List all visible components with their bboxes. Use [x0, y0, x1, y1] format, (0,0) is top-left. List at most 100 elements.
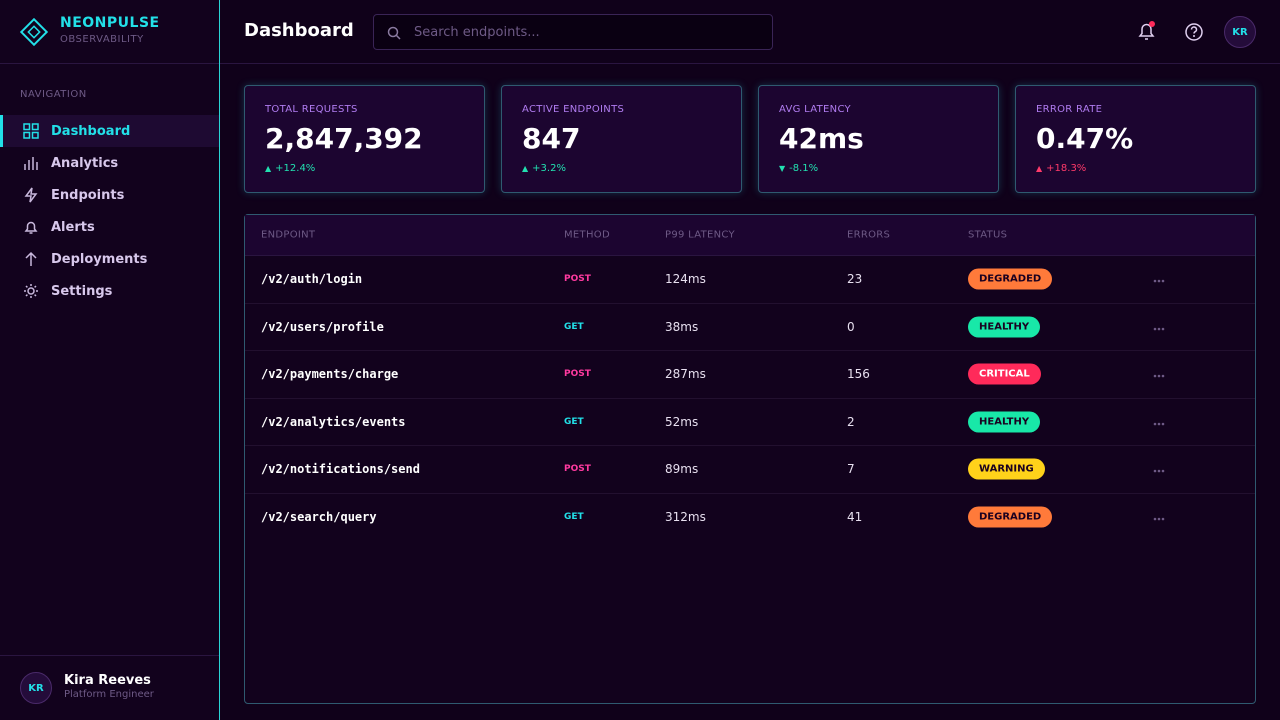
column-header: ENDPOINT: [261, 229, 316, 241]
status-badge: CRITICAL: [968, 363, 1041, 385]
icon: [25, 251, 37, 266]
latency: 89ms: [665, 462, 699, 477]
stat-change-row: ▲ +18.3%: [1036, 163, 1087, 174]
nav-item[interactable]: Analytics: [0, 147, 219, 179]
icon: [23, 123, 39, 139]
brand-tagline: OBSERVABILITY: [60, 34, 144, 45]
nav-label: Endpoints: [51, 187, 125, 203]
method: GET: [564, 416, 584, 427]
icon: [24, 157, 38, 170]
help-button[interactable]: [1184, 20, 1204, 42]
endpoint-path: /v2/analytics/events: [261, 414, 406, 429]
stat-value: 2,847,392: [265, 122, 423, 155]
header: Dashboard Search endpoints... KR: [220, 0, 1280, 64]
stat-label: AVG LATENCY: [779, 104, 851, 115]
icon: [24, 187, 38, 203]
latency: 52ms: [665, 414, 699, 429]
row-actions[interactable]: [1153, 367, 1165, 381]
stat-change: +3.2%: [532, 163, 566, 174]
method: POST: [564, 274, 591, 285]
stat-change: +12.4%: [275, 163, 316, 174]
nav-heading: NAVIGATION: [20, 89, 87, 100]
nav-label: Alerts: [51, 219, 95, 235]
search-icon: [387, 26, 401, 40]
icon: [24, 221, 38, 234]
notifications-button[interactable]: [1137, 20, 1157, 42]
nav-label: Dashboard: [51, 123, 131, 139]
stat-change: +18.3%: [1046, 163, 1087, 174]
status-badge: WARNING: [968, 458, 1045, 480]
nav-item[interactable]: Dashboard: [0, 115, 219, 147]
column-header: METHOD: [564, 229, 610, 241]
user-role: Platform Engineer: [64, 689, 154, 700]
endpoint-path: /v2/auth/login: [261, 272, 363, 287]
nav: Dashboard Analytics Endpoints Alerts Dep…: [0, 115, 219, 307]
endpoints-table: ENDPOINT METHOD P99 LATENCY ERRORS STATUS /v…: [244, 214, 1256, 704]
method: GET: [564, 512, 584, 523]
errors: 7: [847, 462, 855, 477]
stat-change-row: ▼ -8.1%: [779, 163, 819, 174]
header-avatar[interactable]: KR: [1224, 16, 1256, 48]
row-actions[interactable]: [1153, 272, 1165, 286]
method: GET: [564, 321, 584, 332]
stat-card: ACTIVE ENDPOINTS 847 ▲ +3.2%: [501, 85, 742, 193]
endpoint-path: /v2/payments/charge: [261, 367, 399, 382]
latency: 124ms: [665, 272, 706, 287]
nav-item[interactable]: Deployments: [0, 243, 219, 275]
stat-label: ACTIVE ENDPOINTS: [522, 104, 625, 115]
errors: 41: [847, 510, 863, 525]
search-placeholder: Search endpoints...: [414, 25, 540, 40]
table-header: ENDPOINT METHOD P99 LATENCY ERRORS STATUS: [245, 215, 1255, 256]
user-name: Kira Reeves: [64, 673, 151, 688]
errors: 0: [847, 319, 855, 334]
latency: 38ms: [665, 319, 699, 334]
stat-change: -8.1%: [789, 163, 819, 174]
nav-item[interactable]: Alerts: [0, 211, 219, 243]
table-body: /v2/auth/login POST 124ms 23 DEGRADED/v2/use…: [245, 256, 1255, 541]
row-actions[interactable]: [1153, 510, 1165, 524]
stat-card: ERROR RATE 0.47% ▲ +18.3%: [1015, 85, 1256, 193]
stat-change-row: ▲ +12.4%: [265, 163, 316, 174]
nav-label: Analytics: [51, 155, 119, 171]
nav-label: Settings: [51, 283, 113, 299]
sidebar: NEONPULSE OBSERVABILITY NAVIGATION Dashb…: [0, 0, 220, 720]
endpoint-path: /v2/users/profile: [261, 319, 384, 334]
nav-item[interactable]: Settings: [0, 275, 219, 307]
table-row[interactable]: /v2/payments/charge POST 287ms 156 CRITICAL: [245, 351, 1255, 399]
column-header: STATUS: [968, 229, 1008, 241]
table-row[interactable]: /v2/search/query GET 312ms 41 DEGRADED: [245, 494, 1255, 542]
column-header: ERRORS: [847, 229, 891, 241]
row-actions[interactable]: [1153, 415, 1165, 429]
stat-label: ERROR RATE: [1036, 104, 1103, 115]
stat-label: TOTAL REQUESTS: [265, 104, 358, 115]
table-row[interactable]: /v2/notifications/send POST 89ms 7 WARNING: [245, 446, 1255, 494]
table-row[interactable]: /v2/analytics/events GET 52ms 2 HEALTHY: [245, 399, 1255, 446]
row-actions[interactable]: [1153, 462, 1165, 476]
user-panel[interactable]: KR Kira Reeves Platform Engineer: [0, 655, 219, 720]
status-badge: DEGRADED: [968, 268, 1053, 290]
nav-label: Deployments: [51, 251, 148, 267]
errors: 156: [847, 367, 870, 382]
stat-value: 0.47%: [1036, 122, 1134, 155]
status-badge: HEALTHY: [968, 411, 1041, 433]
user-avatar: KR: [20, 672, 52, 704]
stat-card: AVG LATENCY 42ms ▼ -8.1%: [758, 85, 999, 193]
latency: 312ms: [665, 510, 706, 525]
endpoint-path: /v2/notifications/send: [261, 462, 420, 477]
search-box[interactable]: Search endpoints...: [373, 14, 773, 50]
stat-value: 847: [522, 122, 581, 155]
stat-value: 42ms: [779, 122, 864, 155]
status-badge: HEALTHY: [968, 316, 1041, 338]
column-header: P99 LATENCY: [665, 229, 735, 241]
table-row[interactable]: /v2/auth/login POST 124ms 23 DEGRADED: [245, 256, 1255, 304]
errors: 2: [847, 414, 855, 429]
endpoint-path: /v2/search/query: [261, 510, 377, 525]
logo: [20, 18, 48, 46]
stat-card: TOTAL REQUESTS 2,847,392 ▲ +12.4%: [244, 85, 485, 193]
latency: 287ms: [665, 367, 706, 382]
row-actions[interactable]: [1153, 320, 1165, 334]
table-row[interactable]: /v2/users/profile GET 38ms 0 HEALTHY: [245, 304, 1255, 351]
status-badge: DEGRADED: [968, 506, 1053, 528]
nav-item[interactable]: Endpoints: [0, 179, 219, 211]
